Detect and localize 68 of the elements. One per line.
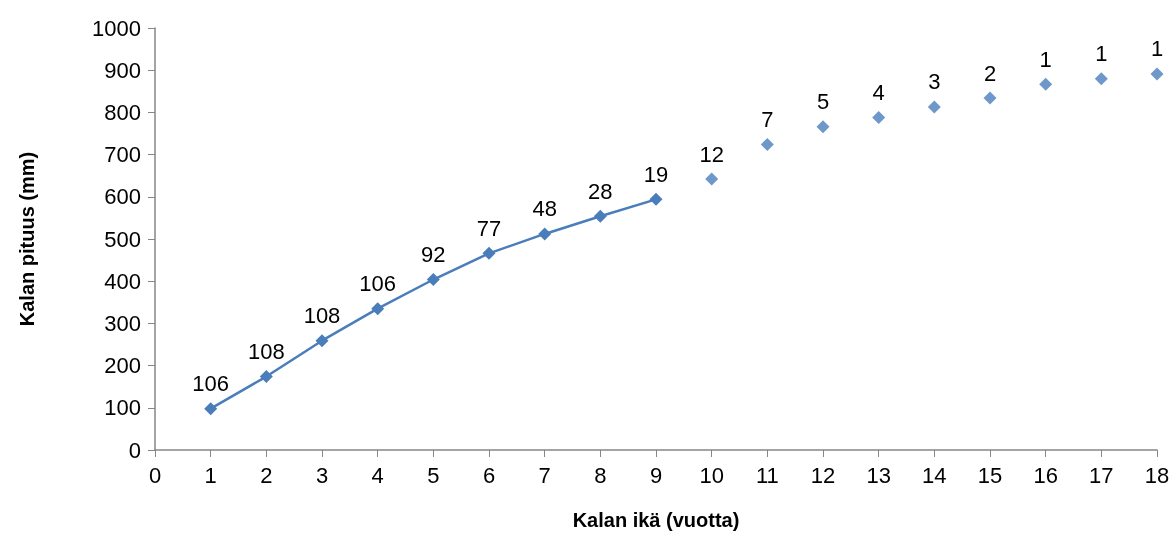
x-tick-label: 11 — [755, 462, 779, 488]
y-tick-label: 700 — [104, 142, 141, 168]
annotation: 19 — [643, 161, 669, 187]
point — [927, 100, 941, 114]
y-tick-label: 500 — [104, 226, 141, 252]
x-tick-label: 16 — [1033, 462, 1058, 488]
x-tick-label: 2 — [260, 462, 273, 488]
point — [204, 402, 218, 416]
x-tick-label: 8 — [594, 462, 607, 488]
x-tick-label: 0 — [148, 462, 162, 488]
annotation: 5 — [816, 89, 830, 115]
x-tick-label: 15 — [977, 462, 1003, 488]
x-tick-label: 10 — [699, 462, 724, 488]
annotation: 3 — [928, 69, 941, 95]
annotation: 2 — [983, 60, 997, 86]
annotation: 108 — [247, 339, 285, 365]
annotation: 106 — [192, 371, 230, 397]
point — [816, 120, 830, 134]
point — [259, 370, 273, 384]
annotation: 4 — [872, 79, 885, 105]
point — [482, 246, 496, 260]
y-tick-label: 900 — [104, 57, 141, 83]
point — [1150, 67, 1164, 81]
y-tick-label: 1000 — [92, 15, 141, 41]
annotation: 1 — [1039, 46, 1052, 72]
x-tick-label: 5 — [427, 462, 440, 488]
annotation: 106 — [359, 271, 397, 297]
annotation: 28 — [588, 178, 613, 204]
point — [760, 137, 774, 151]
y-axis-title: Kalan pituus (mm) — [16, 151, 38, 327]
x-tick-label: 1 — [204, 462, 217, 488]
point — [371, 302, 385, 316]
point — [1039, 77, 1053, 91]
annotation: 7 — [761, 106, 774, 132]
point — [872, 110, 886, 124]
y-tick-label: 300 — [104, 310, 141, 336]
y-tick-label: 100 — [104, 395, 141, 421]
point — [538, 227, 552, 241]
point — [983, 91, 997, 105]
x-tick-label: 12 — [810, 462, 836, 488]
y-tick-label: 400 — [104, 268, 141, 294]
point — [1094, 72, 1108, 86]
x-tick-label: 13 — [866, 462, 891, 488]
y-tick-label: 0 — [128, 437, 141, 463]
annotation: 1 — [1150, 36, 1164, 62]
x-axis-title: Kalan ikä (vuotta) — [572, 509, 740, 531]
annotation: 12 — [699, 141, 724, 167]
y-tick-label: 600 — [104, 184, 141, 210]
x-tick-label: 17 — [1089, 462, 1114, 488]
x-tick-label: 3 — [315, 462, 329, 488]
annotation: 108 — [303, 303, 341, 329]
point — [593, 209, 607, 223]
x-tick-label: 9 — [649, 462, 663, 488]
point — [315, 334, 329, 348]
x-tick-label: 18 — [1144, 462, 1170, 488]
y-tick-label: 200 — [104, 353, 141, 379]
x-tick-label: 4 — [371, 462, 384, 488]
annotation: 1 — [1095, 41, 1108, 67]
point — [649, 192, 663, 206]
point — [705, 172, 719, 186]
point — [426, 273, 440, 287]
x-tick-label: 7 — [538, 462, 551, 488]
annotation: 92 — [421, 242, 446, 268]
y-tick-label: 800 — [104, 99, 141, 125]
x-tick-label: 6 — [482, 462, 496, 488]
annotation: 77 — [476, 215, 502, 241]
x-tick-label: 14 — [922, 462, 947, 488]
annotation: 48 — [532, 196, 557, 222]
